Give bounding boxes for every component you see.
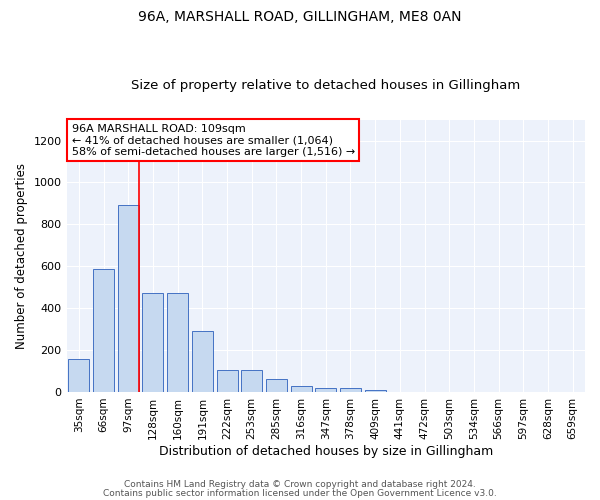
Bar <box>142 294 163 392</box>
Bar <box>315 388 336 392</box>
Bar <box>340 388 361 392</box>
Bar <box>241 370 262 392</box>
Bar <box>118 206 139 392</box>
Bar <box>290 386 311 392</box>
Bar <box>266 380 287 392</box>
Text: 96A, MARSHALL ROAD, GILLINGHAM, ME8 0AN: 96A, MARSHALL ROAD, GILLINGHAM, ME8 0AN <box>138 10 462 24</box>
Text: 96A MARSHALL ROAD: 109sqm
← 41% of detached houses are smaller (1,064)
58% of se: 96A MARSHALL ROAD: 109sqm ← 41% of detac… <box>72 124 355 157</box>
Bar <box>192 330 213 392</box>
Bar <box>365 390 386 392</box>
Bar <box>167 294 188 392</box>
Y-axis label: Number of detached properties: Number of detached properties <box>15 163 28 349</box>
Title: Size of property relative to detached houses in Gillingham: Size of property relative to detached ho… <box>131 79 520 92</box>
Text: Contains HM Land Registry data © Crown copyright and database right 2024.: Contains HM Land Registry data © Crown c… <box>124 480 476 489</box>
Text: Contains public sector information licensed under the Open Government Licence v3: Contains public sector information licen… <box>103 489 497 498</box>
Bar <box>217 370 238 392</box>
Bar <box>93 268 114 392</box>
X-axis label: Distribution of detached houses by size in Gillingham: Distribution of detached houses by size … <box>158 444 493 458</box>
Bar <box>68 360 89 392</box>
